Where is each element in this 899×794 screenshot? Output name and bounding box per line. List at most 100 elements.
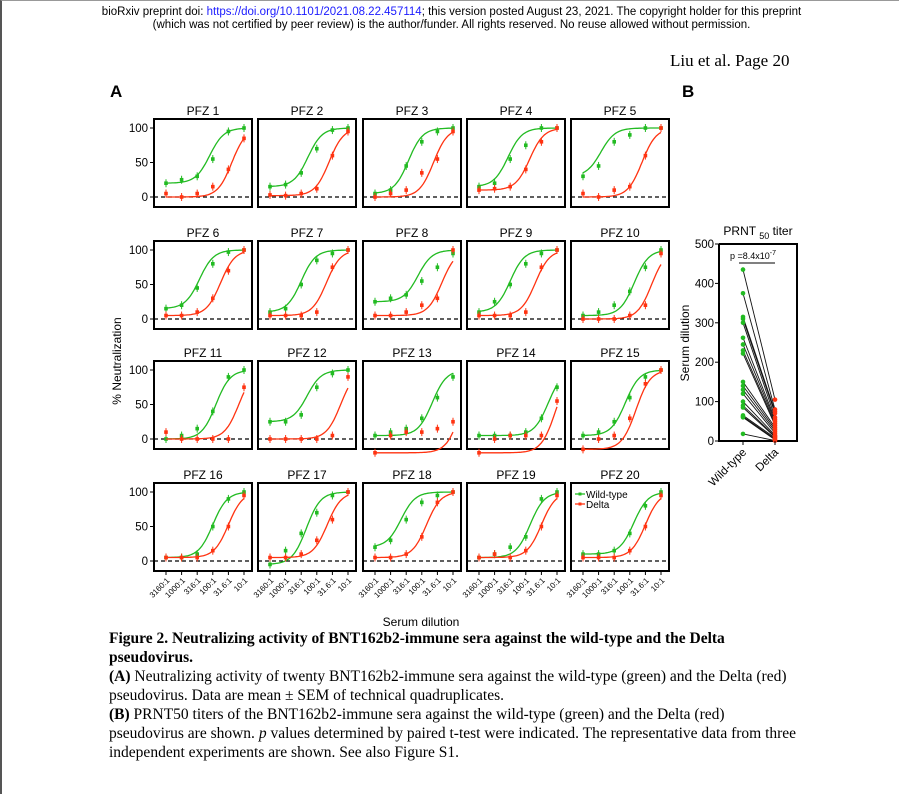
delta-point <box>628 184 632 189</box>
delta-point <box>451 129 455 134</box>
wild-type-point <box>740 351 746 356</box>
delta-point <box>388 555 393 560</box>
delta-point <box>195 437 199 441</box>
neutralization-panel: PFZ 203160:11000:1316:1100:131.6:110:1Wi… <box>565 468 670 600</box>
delta-point <box>211 437 215 441</box>
pair-line <box>742 401 776 436</box>
delta-fit-curve <box>270 131 349 197</box>
wild-type-point <box>740 405 746 410</box>
wild_type-point <box>420 416 424 421</box>
pair-line <box>742 344 776 422</box>
delta-fit-curve <box>583 371 662 450</box>
pair-line <box>742 389 776 432</box>
delta-fit-curve <box>479 498 558 559</box>
delta-point <box>581 191 585 196</box>
wild_type-point <box>539 497 544 501</box>
wild_type-fit-curve <box>374 127 454 194</box>
x-tick-label: 10:1 <box>336 576 354 594</box>
delta-fit-curve <box>166 251 245 317</box>
wild_type-point <box>195 426 199 431</box>
delta-point <box>195 555 199 560</box>
wild_type-point <box>299 413 303 417</box>
wild_type-point <box>299 282 303 287</box>
wild-type-point <box>740 415 746 420</box>
delta-point <box>492 552 497 556</box>
delta-point <box>508 184 512 189</box>
wild_type-point <box>226 375 231 379</box>
panel-frame <box>466 118 566 208</box>
delta-point <box>581 447 585 452</box>
wild_type-fit-curve <box>582 369 662 437</box>
wild-type-point <box>740 316 746 322</box>
delta-point <box>492 313 497 318</box>
delta-point <box>524 548 528 553</box>
wild_type-point <box>330 371 335 376</box>
wild_type-point <box>315 510 319 515</box>
wild_type-point <box>555 385 559 390</box>
y-tick-label: 50 <box>135 158 148 170</box>
caption-title: Figure 2. Neutralizing activity of BNT16… <box>109 630 725 666</box>
wild_type-point <box>643 126 648 130</box>
panel-title: PFZ 15 <box>600 346 640 360</box>
delta-point <box>435 157 440 161</box>
panel-title: PFZ 13 <box>392 346 432 360</box>
y-tick-label: 0 <box>142 556 148 568</box>
pair-line <box>742 405 776 437</box>
panel-frame <box>466 360 566 450</box>
delta-point <box>388 433 393 438</box>
wild_type-point <box>508 157 512 161</box>
wild_type-point <box>315 385 319 390</box>
wild_type-fit-curve <box>166 370 245 440</box>
wild_type-point <box>226 250 231 254</box>
delta-point <box>211 296 215 301</box>
delta-point <box>643 382 648 386</box>
wild_type-point <box>315 146 319 151</box>
delta-point <box>346 248 350 252</box>
wild_type-point <box>373 299 377 304</box>
wild_type-point <box>226 129 231 134</box>
doi-link[interactable]: https://doi.org/10.1101/2021.08.22.45711… <box>206 6 422 18</box>
wild_type-point <box>435 493 440 498</box>
panel-title: PFZ 10 <box>600 226 640 240</box>
delta-point <box>524 433 528 438</box>
wild-type-point <box>740 391 746 397</box>
panel-label-a: A <box>110 82 123 101</box>
wild_type-point <box>492 299 497 304</box>
pair-line <box>742 316 776 412</box>
wild_type-point <box>179 303 184 307</box>
delta-point <box>164 313 168 318</box>
y-tick-label: 0 <box>708 436 714 448</box>
y-tick-label: 400 <box>695 278 714 290</box>
wild_type-point <box>164 181 168 185</box>
caption-b-text1: PRNT50 titers of the BNT162b2-immune ser… <box>109 706 725 742</box>
wild_type-point <box>330 128 335 132</box>
delta-point <box>330 265 335 270</box>
delta-point <box>612 433 616 438</box>
neutralization-panel: PFZ 4 <box>466 104 566 208</box>
wild_type-point <box>539 126 544 130</box>
wild_type-fit-curve <box>166 127 245 184</box>
wild_type-fit-curve <box>375 249 454 303</box>
wild_type-point <box>596 310 601 314</box>
neutralization-panel: PFZ 9 <box>466 226 566 330</box>
wild_type-point <box>612 419 616 424</box>
wild-type-point <box>740 320 746 326</box>
wild_type-point <box>404 164 408 168</box>
y-axis-label: % Neutralization <box>110 317 124 404</box>
delta-point <box>659 368 663 372</box>
wild_type-point <box>581 174 585 179</box>
delta-fit-curve <box>375 131 454 198</box>
wild_type-point <box>226 497 231 501</box>
pair-line <box>742 337 776 420</box>
delta-point <box>659 251 663 256</box>
neutralization-panel: PFZ 1 100 50 0 <box>129 104 253 208</box>
page-number: Liu et al. Page 20 <box>670 51 790 70</box>
delta-point <box>596 555 601 560</box>
pair-line <box>742 433 776 442</box>
pair-line <box>742 318 776 414</box>
delta-point <box>451 248 455 252</box>
delta-fit-curve <box>478 128 558 191</box>
panel-frame <box>362 360 462 450</box>
wild_type-fit-curve <box>269 491 349 565</box>
delta-point <box>268 193 272 197</box>
